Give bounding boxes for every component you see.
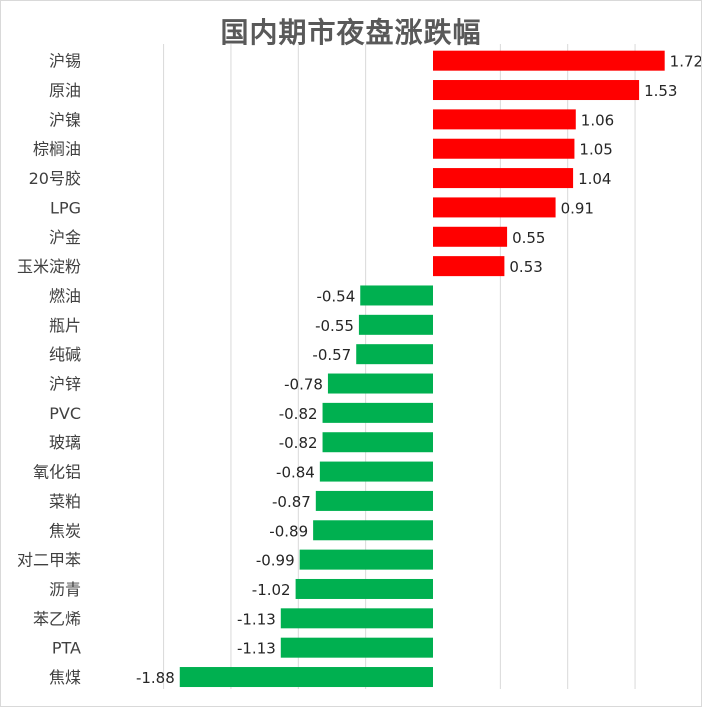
category-label: 纯碱 [49,345,81,364]
bar [433,226,508,247]
value-label: 1.05 [579,141,612,159]
category-label: 沪镍 [49,110,81,129]
gridlines [163,44,636,689]
value-label: -0.55 [315,317,354,335]
category-label: 沪金 [49,228,81,247]
value-label: 0.91 [561,199,594,217]
category-label: 沥青 [49,580,81,599]
bar [358,314,433,335]
category-label: 沪锡 [49,52,81,71]
category-label: LPG [50,198,81,217]
bar [433,168,574,189]
bar [319,461,433,482]
value-label: -1.13 [237,640,276,658]
bar [433,50,665,71]
value-label: -0.82 [279,434,318,452]
category-label: 棕榈油 [33,140,81,159]
category-label: 焦煤 [49,668,81,687]
value-label: 1.04 [578,170,611,188]
value-label: -0.54 [316,287,355,305]
bar [433,138,575,159]
bar [356,344,433,365]
bar [360,285,433,306]
bar [313,520,433,541]
bar [433,109,576,130]
value-label: -0.99 [256,552,295,570]
bar [322,402,433,423]
category-label: 玉米淀粉 [17,257,81,276]
category-label: 原油 [49,81,81,100]
category-label: 玻璃 [49,433,81,452]
bar [327,373,433,394]
value-label: -1.02 [252,581,291,599]
value-label: -0.84 [276,464,315,482]
bar [295,578,433,599]
value-label: 1.53 [644,82,677,100]
category-label: 焦炭 [49,521,81,540]
category-label: 20号胶 [29,169,81,188]
category-label: 沪锌 [49,375,81,394]
category-label: PTA [52,639,81,658]
value-label: -0.87 [272,493,311,511]
category-label: 菜粕 [49,492,81,511]
category-label: 对二甲苯 [17,551,81,570]
value-label: 0.53 [509,258,542,276]
bar [299,549,433,570]
bars [179,50,665,688]
bar [433,197,556,218]
category-label: PVC [49,404,81,423]
bar [433,80,640,101]
bar [315,490,433,511]
value-label: 0.55 [512,229,545,247]
value-label: -0.57 [312,346,351,364]
bar [280,637,433,658]
category-label: 燃油 [49,286,81,305]
value-label: 1.72 [670,53,701,71]
bar [280,608,433,629]
bar [322,432,433,453]
bar [433,256,505,277]
value-label: -1.88 [136,669,175,687]
labels: 沪锡 1.72 原油 1.53 沪镍 1.06 棕榈油 1.05 20号胶 1.04 LPG 0.91… [17,52,701,687]
category-label: 氧化铝 [33,463,81,482]
chart-title: 国内期市夜盘涨跌幅 [220,16,482,49]
category-label: 苯乙烯 [33,609,81,628]
value-label: -1.13 [237,610,276,628]
value-label: 1.06 [581,111,614,129]
value-label: -0.89 [269,522,308,540]
category-label: 瓶片 [49,316,81,335]
value-label: -0.82 [279,405,318,423]
value-label: -0.78 [284,376,323,394]
bar [179,667,433,688]
